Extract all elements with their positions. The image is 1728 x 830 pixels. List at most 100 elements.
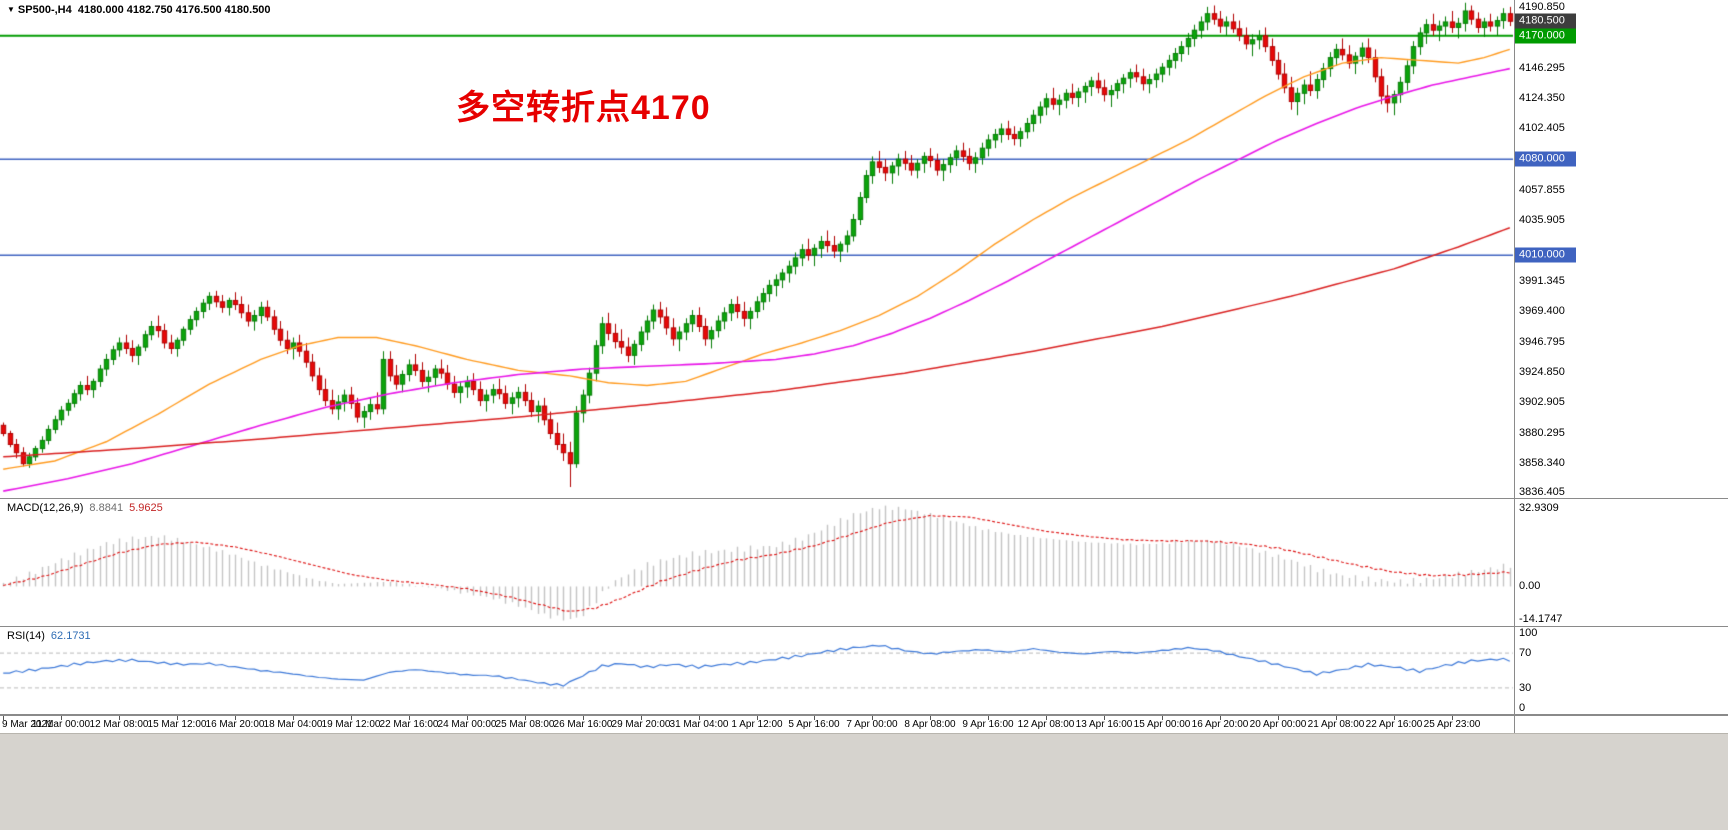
time-axis-label: 15 Mar 12:00 xyxy=(147,719,207,730)
rsi-pane: RSI(14) 62.1731 100 70 30 0 xyxy=(0,627,1728,715)
rsi-label: RSI(14) 62.1731 xyxy=(7,630,91,642)
price-axis-label: 3880.295 xyxy=(1519,427,1565,440)
time-axis-tick xyxy=(177,716,178,720)
macd-label: MACD(12,26,9) 8.8841 5.9625 xyxy=(7,502,163,514)
main-chart-canvas[interactable] xyxy=(0,0,1514,498)
price-flag-4010.000: 4010.000 xyxy=(1514,247,1576,263)
time-axis-label: 9 Mar 2021 xyxy=(2,719,53,730)
macd-axis-label: 0.00 xyxy=(1519,580,1541,593)
time-axis-label: 8 Apr 08:00 xyxy=(904,719,956,730)
time-axis-tick xyxy=(1394,716,1395,720)
time-axis-tick xyxy=(1162,716,1163,720)
macd-axis: 32.9309 0.00 -14.1747 xyxy=(1514,499,1728,626)
ohlc-values: 4180.000 4182.750 4176.500 4180.500 xyxy=(77,4,271,16)
price-axis-label: 4057.855 xyxy=(1519,183,1565,196)
macd-pane: MACD(12,26,9) 8.8841 5.9625 32.9309 0.00 -14… xyxy=(0,499,1728,627)
time-axis-label: 22 Mar 16:00 xyxy=(379,719,439,730)
time-axis-tick xyxy=(525,716,526,720)
macd-main-value: 8.8841 xyxy=(89,502,124,514)
price-axis-label: 4102.405 xyxy=(1519,122,1565,135)
symbol-period-label: SP500-,H4 xyxy=(17,4,72,16)
time-axis-label: 21 Apr 08:00 xyxy=(1307,719,1365,730)
time-axis-tick xyxy=(235,716,236,720)
time-axis-label: 25 Apr 23:00 xyxy=(1423,719,1481,730)
time-axis-label: 20 Apr 00:00 xyxy=(1249,719,1307,730)
rsi-axis-label: 0 xyxy=(1519,702,1526,714)
price-flag-4170.000: 4170.000 xyxy=(1514,28,1576,44)
time-axis-label: 15 Apr 00:00 xyxy=(1133,719,1191,730)
time-axis-label: 9 Apr 16:00 xyxy=(962,719,1014,730)
time-axis-tick xyxy=(119,716,120,720)
time-axis-label: 19 Mar 12:00 xyxy=(321,719,381,730)
rsi-value: 62.1731 xyxy=(50,630,91,642)
rsi-axis-label: 70 xyxy=(1519,647,1532,660)
chart-menu-icon[interactable]: ▼ xyxy=(7,5,15,14)
time-axis-label: 29 Mar 20:00 xyxy=(611,719,671,730)
price-axis-label: 3946.795 xyxy=(1519,335,1565,348)
macd-signal-value: 5.9625 xyxy=(129,502,163,514)
rsi-axis-label: 100 xyxy=(1519,627,1538,639)
macd-axis-label: 32.9309 xyxy=(1519,501,1559,514)
time-axis-label: 12 Mar 08:00 xyxy=(89,719,149,730)
price-flag-4080.000: 4080.000 xyxy=(1514,151,1576,167)
price-axis-label: 3991.345 xyxy=(1519,274,1565,287)
time-axis-tick xyxy=(988,716,989,720)
time-axis-label: 7 Apr 00:00 xyxy=(846,719,898,730)
time-axis-label: 13 Apr 16:00 xyxy=(1075,719,1133,730)
time-axis-tick xyxy=(1452,716,1453,720)
time-axis-tick xyxy=(1278,716,1279,720)
price-axis: 4190.850 4146.295 4124.350 4102.405 4057.855… xyxy=(1514,0,1728,498)
bottom-window-chrome xyxy=(0,733,1728,830)
macd-name: MACD(12,26,9) xyxy=(7,502,84,514)
time-axis[interactable]: 9 Mar 2021 11 Mar 00:00 12 Mar 08:00 15 Mar… xyxy=(0,715,1728,734)
time-axis-tick xyxy=(351,716,352,720)
price-axis-label: 3836.405 xyxy=(1519,486,1565,498)
time-axis-label: 24 Mar 00:00 xyxy=(437,719,497,730)
time-axis-tick xyxy=(814,716,815,720)
time-axis-label: 1 Apr 12:00 xyxy=(731,719,783,730)
time-axis-tick xyxy=(61,716,62,720)
time-axis-tick xyxy=(467,716,468,720)
price-axis-label: 3902.905 xyxy=(1519,396,1565,409)
time-axis-tick xyxy=(1220,716,1221,720)
rsi-axis-label: 30 xyxy=(1519,681,1532,694)
rsi-name: RSI(14) xyxy=(7,630,45,642)
time-axis-label: 25 Mar 08:00 xyxy=(495,719,555,730)
rsi-canvas[interactable] xyxy=(0,627,1514,714)
price-axis-label: 4035.905 xyxy=(1519,213,1565,226)
time-axis-tick xyxy=(641,716,642,720)
time-axis-tick xyxy=(1046,716,1047,720)
macd-canvas[interactable] xyxy=(0,499,1514,626)
price-axis-label: 3858.340 xyxy=(1519,457,1565,470)
time-axis-tick xyxy=(3,716,4,720)
macd-axis-label: -14.1747 xyxy=(1519,613,1563,625)
time-axis-tick xyxy=(583,716,584,720)
time-axis-label: 5 Apr 16:00 xyxy=(788,719,840,730)
price-axis-label: 3969.400 xyxy=(1519,304,1565,317)
chart-annotation-text[interactable]: 多空转折点4170 xyxy=(456,89,711,127)
chart-title[interactable]: ▼ SP500-,H4 4180.000 4182.750 4176.500 41… xyxy=(7,4,271,16)
time-axis-label: 16 Apr 20:00 xyxy=(1191,719,1249,730)
time-axis-label: 22 Apr 16:00 xyxy=(1365,719,1423,730)
time-axis-label: 16 Mar 20:00 xyxy=(205,719,265,730)
price-axis-label: 4190.850 xyxy=(1519,1,1565,14)
rsi-axis: 100 70 30 0 xyxy=(1514,627,1728,714)
time-axis-label: 12 Apr 08:00 xyxy=(1017,719,1075,730)
time-axis-tick xyxy=(409,716,410,720)
time-axis-label: 31 Mar 04:00 xyxy=(669,719,729,730)
price-axis-label: 3924.850 xyxy=(1519,365,1565,378)
time-axis-tick xyxy=(1104,716,1105,720)
time-axis-label: 11 Mar 00:00 xyxy=(31,719,91,730)
time-axis-tick xyxy=(930,716,931,720)
axis-separator-line xyxy=(1514,0,1515,733)
price-axis-label: 4146.295 xyxy=(1519,62,1565,75)
time-axis-tick xyxy=(699,716,700,720)
main-chart-pane: ▼ SP500-,H4 4180.000 4182.750 4176.500 41… xyxy=(0,0,1728,499)
time-axis-tick xyxy=(757,716,758,720)
price-flag-4180.500: 4180.500 xyxy=(1514,13,1576,29)
time-axis-label: 18 Mar 04:00 xyxy=(263,719,323,730)
time-axis-tick xyxy=(1336,716,1337,720)
time-axis-tick xyxy=(872,716,873,720)
time-axis-label: 26 Mar 16:00 xyxy=(553,719,613,730)
time-axis-tick xyxy=(293,716,294,720)
